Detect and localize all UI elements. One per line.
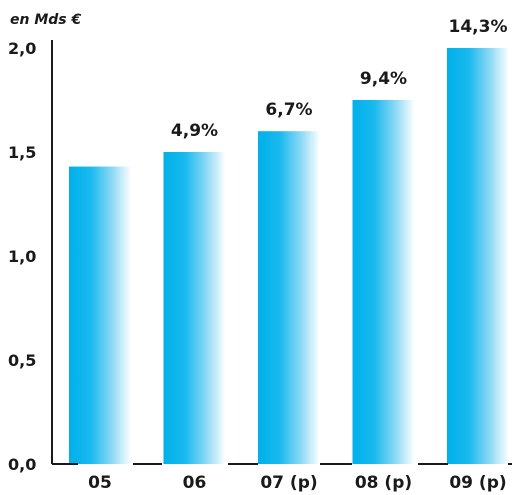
x-tick-label-2: 07 (p) [260, 473, 317, 493]
data-label-3: 9,4% [360, 69, 407, 89]
data-label-4: 14,3% [449, 17, 508, 37]
bar-4 [447, 48, 509, 464]
x-tick-label-3: 08 (p) [355, 473, 412, 493]
y-tick-label-0: 0,0 [8, 455, 36, 474]
data-label-1: 4,9% [171, 121, 218, 141]
y-tick-label-2: 1,0 [8, 247, 36, 266]
data-label-2: 6,7% [265, 100, 312, 120]
bar-2 [258, 131, 320, 464]
bar-3 [352, 100, 415, 464]
unit-label: en Mds € [10, 12, 81, 28]
y-tick-labels: 0,0 0,5 1,0 1,5 2,0 [8, 39, 36, 474]
x-tick-label-1: 06 [183, 473, 207, 493]
x-tick-label-4: 09 (p) [449, 473, 506, 493]
y-tick-label-1: 0,5 [8, 351, 36, 370]
bars-group [69, 48, 509, 464]
bar-0 [69, 166, 131, 464]
y-tick-label-3: 1,5 [8, 143, 36, 162]
x-tick-label-0: 05 [88, 473, 112, 493]
x-category-labels: 05 06 07 (p) 08 (p) 09 (p) [88, 473, 506, 493]
data-labels: 4,9% 6,7% 9,4% 14,3% [171, 17, 508, 141]
bar-1 [163, 152, 226, 464]
y-tick-label-4: 2,0 [8, 39, 36, 58]
